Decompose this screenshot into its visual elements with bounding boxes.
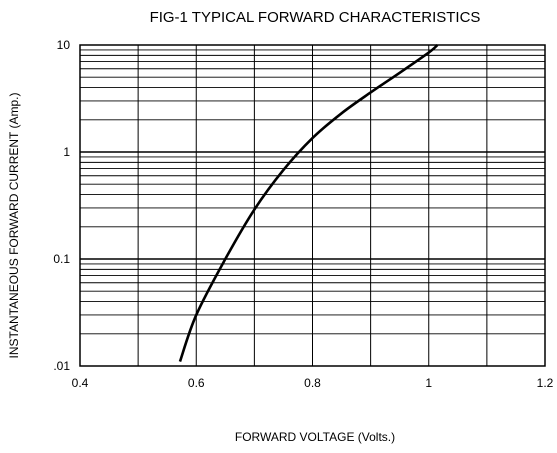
- x-axis-label: FORWARD VOLTAGE (Volts.): [235, 430, 395, 444]
- x-tick-labels: 0.4 0.6 0.8 1 1.2: [72, 376, 554, 390]
- y-tick-label: 1: [63, 145, 70, 159]
- y-tick-label: 0.1: [53, 252, 70, 266]
- y-axis-label: INSTANTANEOUS FORWARD CURRENT (Amp.): [7, 92, 21, 358]
- chart-title: FIG-1 TYPICAL FORWARD CHARACTERISTICS: [150, 9, 481, 26]
- forward-characteristic-curve: [178, 44, 439, 362]
- x-tick-label: 1.2: [537, 376, 554, 390]
- curve-layer: [178, 44, 439, 362]
- y-tick-labels: .01 0.1 1 10: [53, 38, 70, 373]
- y-tick-label: 10: [57, 38, 71, 52]
- x-tick-label: 0.4: [72, 376, 89, 390]
- x-tick-label: 1: [425, 376, 432, 390]
- x-tick-label: 0.8: [304, 376, 321, 390]
- x-tick-label: 0.6: [188, 376, 205, 390]
- y-tick-label: .01: [53, 359, 70, 373]
- plot-frame: [79, 44, 546, 367]
- grid: [80, 45, 545, 366]
